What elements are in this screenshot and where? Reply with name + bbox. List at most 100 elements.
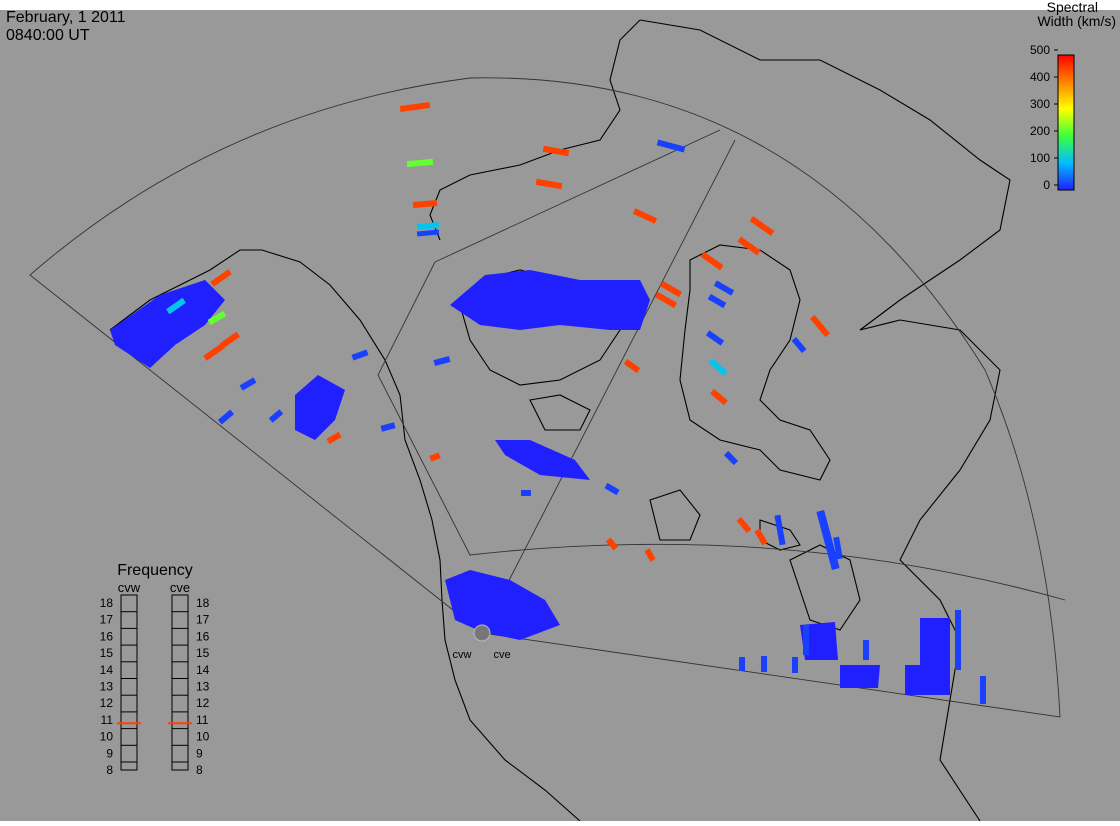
echo xyxy=(736,516,752,534)
top-strip xyxy=(0,0,1120,10)
echo xyxy=(749,216,775,236)
echo xyxy=(604,482,620,496)
frequency-tick-label: 9 xyxy=(106,746,113,760)
echo-region xyxy=(905,618,950,695)
colorbar-tick-label: 100 xyxy=(1030,151,1050,165)
colorbar-tick-label: 0 xyxy=(1043,178,1050,192)
echo xyxy=(980,676,986,704)
echo xyxy=(955,610,961,670)
echo xyxy=(700,251,724,271)
echo-layer xyxy=(110,101,986,704)
frequency-radar: cve xyxy=(170,580,190,595)
frequency-tick-label: 11 xyxy=(101,713,114,727)
fan-outline xyxy=(29,77,1066,718)
frequency-tick-label: 18 xyxy=(100,596,114,610)
echo xyxy=(429,452,441,462)
echo xyxy=(521,490,531,496)
frequency-tick-label: 10 xyxy=(100,730,114,744)
echo-region xyxy=(840,665,880,688)
echo xyxy=(705,330,725,346)
echo xyxy=(644,548,656,562)
echo xyxy=(406,158,434,168)
frequency-tick-label: 14 xyxy=(196,663,210,677)
echo xyxy=(654,291,678,309)
frequency-tick-label: 12 xyxy=(196,696,210,710)
frequency-tick-label: 17 xyxy=(196,613,210,627)
colorbar-title: Width (km/s) xyxy=(1037,13,1116,29)
frequency-title: Frequency xyxy=(117,562,193,579)
frequency-tick-label: 8 xyxy=(106,763,113,777)
frequency-tick-label: 16 xyxy=(196,629,210,643)
echo-region xyxy=(445,570,560,640)
echo xyxy=(863,640,869,660)
frequency-tick-label: 16 xyxy=(100,629,114,643)
echo xyxy=(416,222,440,230)
echo xyxy=(220,331,240,349)
frequency-tick-label: 18 xyxy=(196,596,210,610)
echo xyxy=(816,509,840,571)
echo xyxy=(535,178,563,190)
frequency-tick-label: 13 xyxy=(100,680,114,694)
echo xyxy=(632,208,658,224)
frequency-tick-label: 13 xyxy=(196,680,210,694)
echo xyxy=(207,310,227,326)
echo xyxy=(166,297,186,315)
colorbar-tick-label: 300 xyxy=(1030,97,1050,111)
frequency-tick-label: 11 xyxy=(196,713,209,727)
background xyxy=(0,10,1120,821)
echo xyxy=(268,409,284,423)
echo-region xyxy=(800,622,838,660)
colorbar-ticks: 0 100 200 300 400 500 xyxy=(1030,43,1058,192)
frequency-tick-label: 15 xyxy=(100,646,114,660)
colorbar-tick-label: 500 xyxy=(1030,43,1050,57)
radar-label: cvw xyxy=(453,649,472,661)
echo xyxy=(809,314,831,338)
echo xyxy=(351,349,369,361)
echo xyxy=(380,422,396,432)
time: 0840:00 UT xyxy=(6,27,90,44)
echo xyxy=(833,536,843,560)
echo xyxy=(761,656,767,672)
echo xyxy=(412,199,438,209)
echo xyxy=(217,409,235,425)
echo-region xyxy=(495,440,590,480)
frequency-tick-label: 8 xyxy=(196,763,203,777)
echo xyxy=(737,236,761,256)
colorbar-title: Spectral xyxy=(1047,0,1098,15)
echo xyxy=(774,514,786,546)
echo-region xyxy=(295,375,345,440)
echo xyxy=(239,377,257,391)
frequency-tick-label: 15 xyxy=(196,646,210,660)
radar-label: cve xyxy=(493,649,510,661)
echo xyxy=(623,358,641,374)
frequency-tick-label: 14 xyxy=(100,663,114,677)
colorbar-tick-label: 400 xyxy=(1030,70,1050,84)
echo xyxy=(739,657,745,671)
echo xyxy=(210,269,232,287)
echo xyxy=(416,229,440,237)
echo xyxy=(399,101,431,113)
echo-region xyxy=(110,280,225,368)
echo xyxy=(792,657,798,673)
echo xyxy=(326,431,342,445)
echo xyxy=(542,145,570,157)
frequency-tick-label: 17 xyxy=(100,613,114,627)
echo xyxy=(656,139,686,153)
echo xyxy=(723,450,739,466)
echo xyxy=(659,280,683,298)
echo xyxy=(803,625,809,655)
echo xyxy=(433,356,451,366)
echo xyxy=(791,336,807,354)
echo xyxy=(605,537,619,551)
echo-region xyxy=(450,270,650,330)
echo xyxy=(708,358,728,376)
frequency-radar: cvw xyxy=(118,580,141,595)
frequency-tick-label: 10 xyxy=(196,730,210,744)
echo xyxy=(713,280,735,296)
frequency-panel: 8 8 9 9 10 10 11 11 12 12 13 13 14 14 15 15 16 16 17 17 18 18 xyxy=(100,594,210,777)
date: February, 1 2011 xyxy=(6,9,126,26)
echo xyxy=(710,388,728,406)
echo xyxy=(707,293,727,309)
echo xyxy=(754,528,768,546)
